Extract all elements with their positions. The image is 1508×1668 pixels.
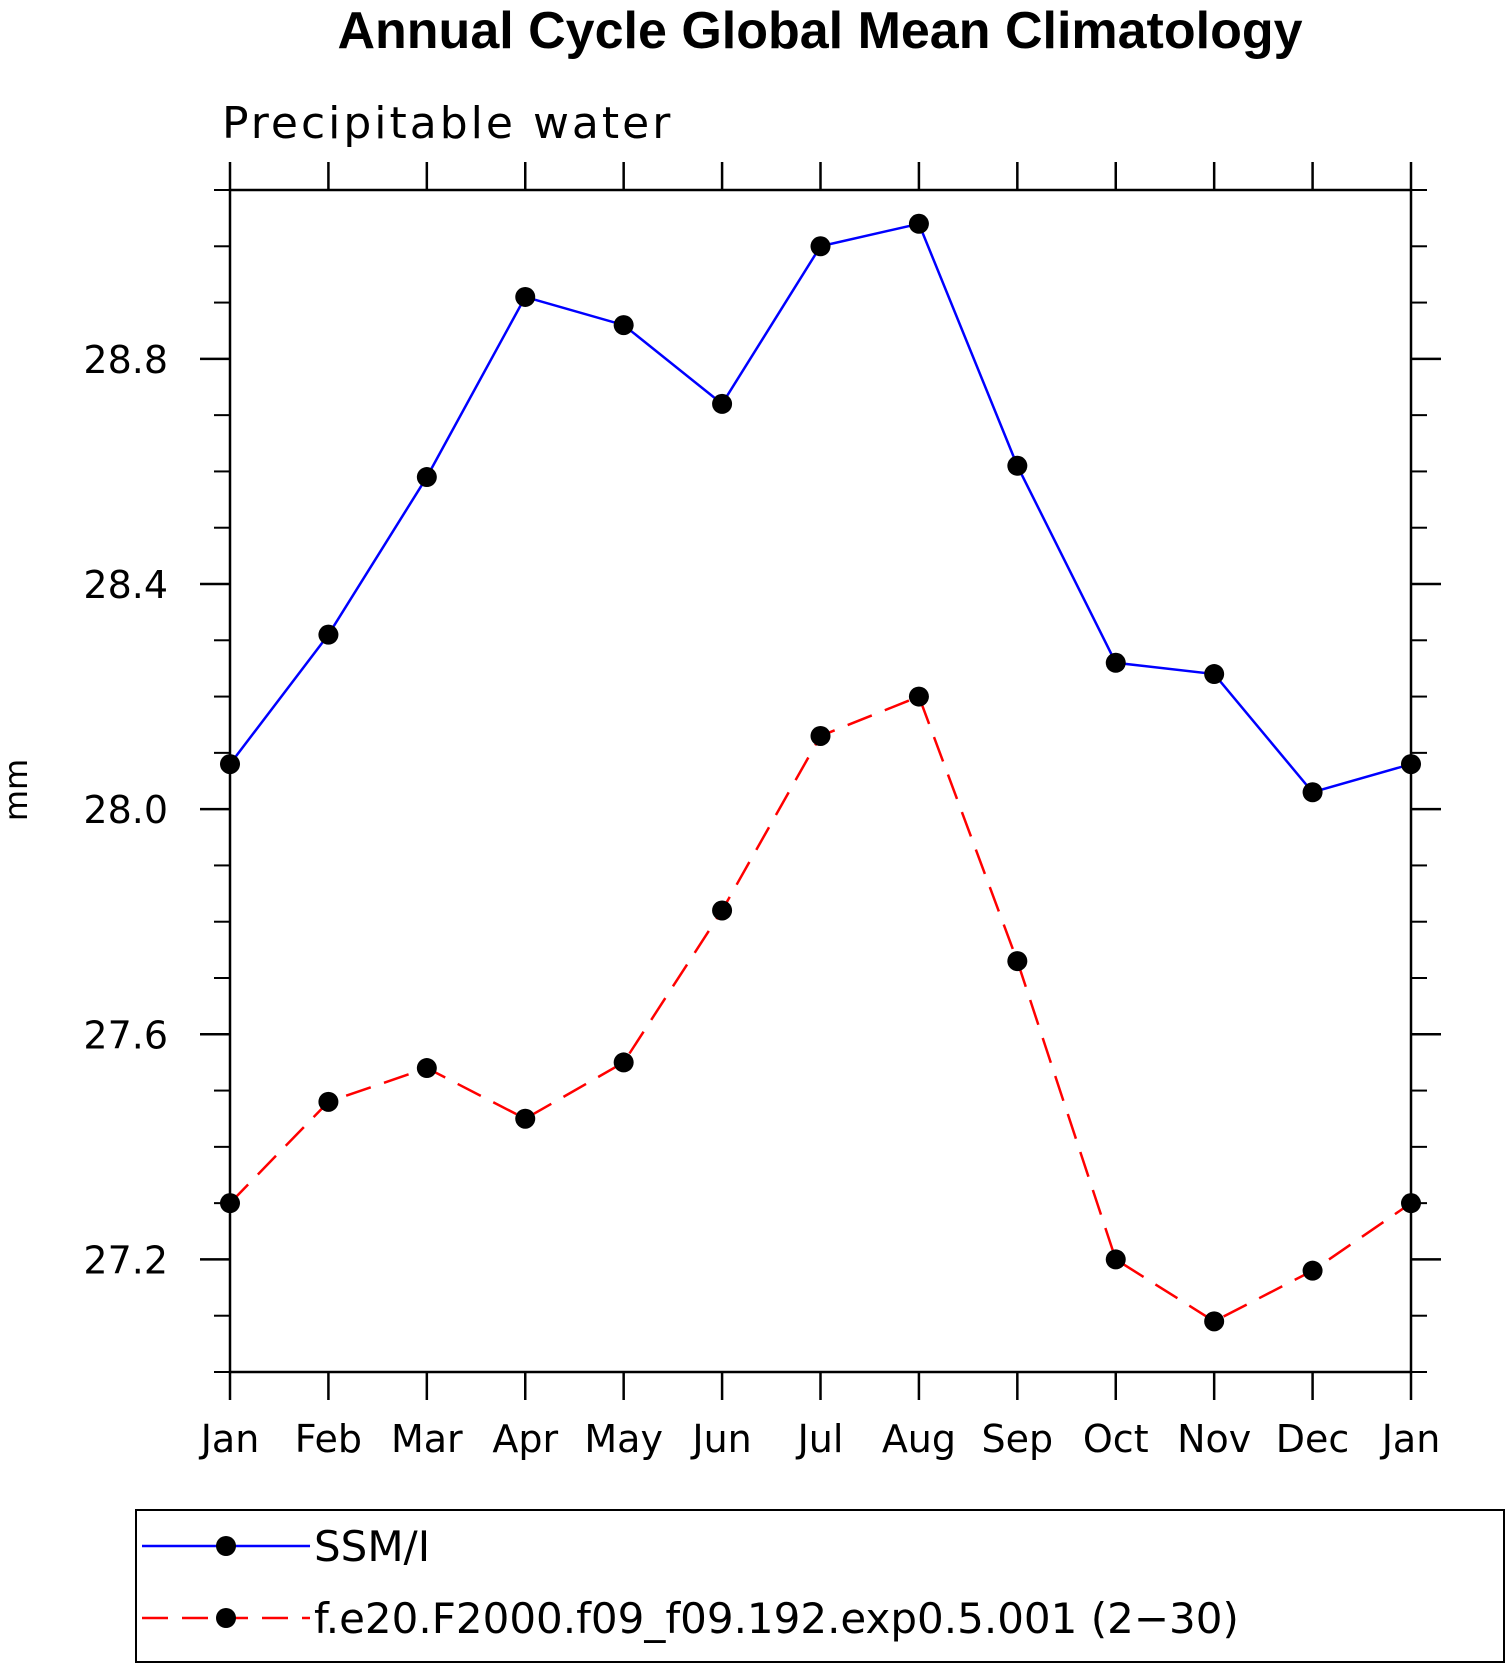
- series-line-1: [229, 222, 1412, 794]
- series-1-point: [318, 624, 339, 645]
- series-line-2: [229, 694, 1412, 1323]
- legend: SSM/I f.e20.F2000.f09_f09.192.exp0.5.001 …: [135, 1509, 1505, 1663]
- series-1-point: [613, 315, 634, 336]
- series-1-point: [515, 286, 536, 307]
- legend-label-2: f.e20.F2000.f09_f09.192.exp0.5.001 (2−30…: [314, 1594, 1239, 1643]
- chart-title: Annual Cycle Global Mean Climatology: [337, 2, 1302, 60]
- x-tick-label: Dec: [1276, 1417, 1350, 1461]
- series-1-point: [416, 467, 437, 488]
- series-1-point: [1401, 754, 1421, 775]
- series-2-point: [613, 1052, 634, 1073]
- y-tick-label: 28.0: [83, 788, 168, 832]
- x-axis-ticks: Jan Feb Mar Apr May Jun Jul Aug Sep Oct Nov Dec Jan: [199, 162, 1441, 1461]
- series-1-point: [1204, 664, 1225, 685]
- x-tick-label: Nov: [1177, 1417, 1251, 1461]
- series-1-point: [220, 754, 240, 775]
- x-tick-label: Feb: [295, 1417, 362, 1461]
- y-tick-label: 27.6: [83, 1013, 168, 1057]
- series-2-point: [1302, 1260, 1323, 1281]
- series-2-point: [1401, 1193, 1421, 1214]
- y-tick-label: 28.8: [83, 338, 168, 382]
- series-2-point: [416, 1058, 437, 1079]
- legend-marker-1: [216, 1536, 236, 1556]
- x-tick-label: May: [584, 1417, 663, 1461]
- x-tick-label: Jun: [690, 1417, 751, 1461]
- x-tick-label: Jul: [796, 1417, 844, 1461]
- series-1-point: [1302, 782, 1323, 803]
- legend-marker-2: [216, 1608, 236, 1628]
- series-2-point: [220, 1193, 240, 1214]
- x-tick-label: Jan: [1380, 1417, 1441, 1461]
- series-1-point: [1007, 455, 1028, 476]
- series-1-point: [810, 236, 831, 257]
- x-tick-label: Apr: [492, 1417, 558, 1461]
- series-2-point: [318, 1091, 339, 1112]
- series-2-point: [1007, 951, 1028, 972]
- x-tick-label: Aug: [882, 1417, 956, 1461]
- y-tick-label: 28.4: [83, 563, 168, 607]
- series-1-point: [908, 213, 929, 234]
- x-tick-label: Sep: [982, 1417, 1054, 1461]
- series-1-point: [1105, 652, 1126, 673]
- x-tick-label: Oct: [1083, 1417, 1149, 1461]
- series-layer: [220, 213, 1421, 1332]
- series-2-point: [1204, 1311, 1225, 1332]
- axes: [228, 188, 1413, 1374]
- plot-frame: [228, 188, 1413, 1374]
- legend-entries: SSM/I f.e20.F2000.f09_f09.192.exp0.5.001 …: [142, 1522, 1239, 1643]
- x-tick-label: Jan: [199, 1417, 260, 1461]
- x-tick-label: Mar: [391, 1417, 463, 1461]
- legend-label-1: SSM/I: [314, 1522, 430, 1571]
- series-1-point: [712, 393, 733, 414]
- series-2-point: [908, 686, 929, 707]
- series-2-point: [712, 900, 733, 921]
- series-2-point: [1105, 1249, 1126, 1270]
- y-tick-label: 27.2: [83, 1238, 168, 1282]
- series-2-point: [810, 725, 831, 746]
- y-axis-ticks: 27.2 27.6 28.0 28.4 28.8: [83, 189, 1441, 1373]
- chart-subtitle: Precipitable water: [222, 98, 673, 149]
- legend-box: [135, 1509, 1505, 1663]
- y-axis-label: mm: [0, 759, 35, 821]
- series-2-point: [515, 1108, 536, 1129]
